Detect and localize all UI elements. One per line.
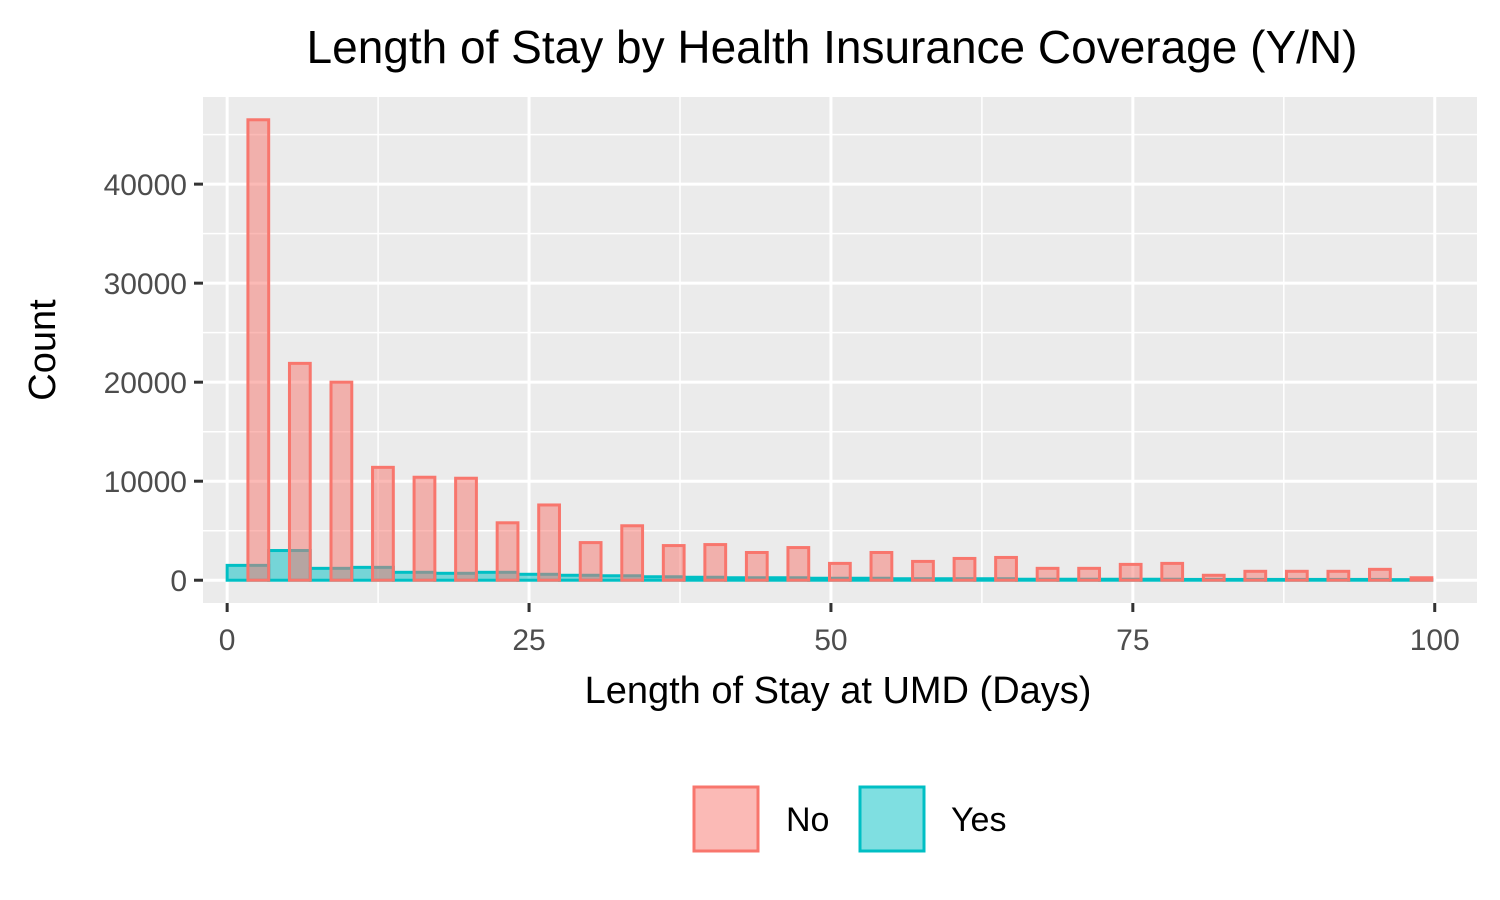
x-tick-label: 75: [1116, 624, 1149, 657]
x-tick-label: 0: [219, 624, 236, 657]
no-bar-18: [994, 555, 1018, 582]
no-bar-28: [1409, 576, 1434, 582]
no-bar-20: [1077, 566, 1102, 582]
no-bar-7: [537, 503, 561, 582]
no-bar-0: [246, 118, 271, 582]
y-axis-title: Count: [22, 299, 64, 401]
no-bar-10: [661, 544, 686, 582]
y-tick-label: 0: [170, 565, 187, 598]
no-bar-11: [703, 543, 728, 582]
legend-key-no: [692, 785, 760, 853]
series-no-bars: [246, 118, 1434, 582]
legend-key-yes: [858, 785, 926, 853]
no-bar-26: [1326, 569, 1351, 582]
no-bar-27: [1368, 567, 1392, 582]
no-bar-15: [869, 550, 894, 582]
no-bar-9: [620, 524, 645, 582]
y-axis: 0 10000 20000 30000 40000: [104, 169, 203, 598]
no-bar-25: [1284, 569, 1309, 582]
x-axis-title: Length of Stay at UMD (Days): [585, 670, 1092, 712]
no-bar-22: [1160, 561, 1185, 582]
no-bar-2: [329, 380, 354, 582]
no-bar-8: [578, 541, 603, 582]
grid-minor-lines: [203, 97, 1477, 603]
x-tick-label: 50: [814, 624, 847, 657]
no-bar-3: [371, 465, 395, 582]
no-bar-19: [1035, 566, 1060, 582]
no-bar-21: [1118, 562, 1143, 582]
no-bar-14: [827, 561, 852, 582]
y-tick-label: 10000: [104, 466, 187, 499]
legend-label-yes: Yes: [951, 801, 1006, 839]
no-bar-23: [1201, 573, 1226, 582]
no-bar-1: [287, 361, 312, 582]
no-bar-17: [952, 556, 977, 582]
y-tick-label: 30000: [104, 268, 187, 301]
no-bar-16: [911, 559, 935, 582]
no-bar-6: [495, 521, 520, 582]
chart-title: Length of Stay by Health Insurance Cover…: [307, 21, 1358, 73]
x-tick-label: 25: [512, 624, 545, 657]
legend-label-no: No: [786, 801, 829, 839]
legend: No Yes: [692, 785, 1006, 853]
no-bar-4: [412, 475, 437, 582]
no-bar-12: [744, 550, 769, 582]
no-bar-13: [786, 546, 811, 582]
y-tick-label: 40000: [104, 169, 187, 202]
x-axis: 0 25 50 75 100: [219, 603, 1460, 657]
y-tick-label: 20000: [104, 367, 187, 400]
no-bar-5: [454, 476, 478, 582]
no-bar-24: [1243, 569, 1268, 582]
x-tick-label: 100: [1410, 624, 1460, 657]
